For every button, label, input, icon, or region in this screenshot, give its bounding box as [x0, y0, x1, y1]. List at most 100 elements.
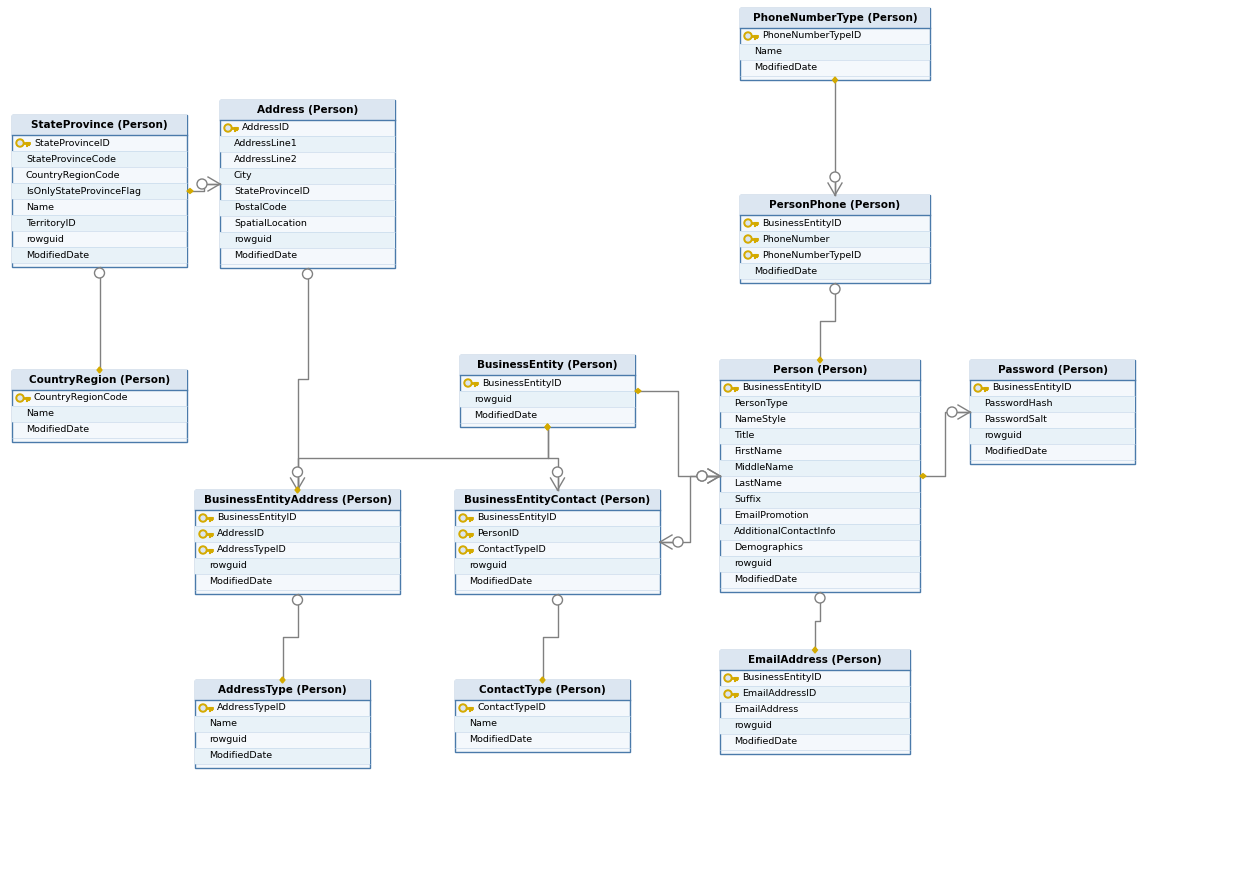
Bar	[221, 136, 395, 152]
Circle shape	[461, 706, 465, 710]
Bar	[720, 686, 909, 702]
Text: Address (Person): Address (Person)	[256, 105, 358, 115]
Bar	[12, 406, 187, 422]
Text: Demographics: Demographics	[733, 544, 803, 553]
Circle shape	[724, 690, 732, 698]
Text: CountryRegionCode: CountryRegionCode	[33, 393, 129, 402]
Bar	[455, 490, 660, 510]
Text: AddressTypeID: AddressTypeID	[217, 546, 286, 554]
Circle shape	[698, 471, 707, 481]
Bar	[195, 680, 370, 700]
Bar	[221, 100, 395, 120]
Text: ContactTypeID: ContactTypeID	[477, 546, 545, 554]
Text: PersonType: PersonType	[733, 400, 788, 408]
Text: BusinessEntityAddress (Person): BusinessEntityAddress (Person)	[203, 495, 392, 505]
Circle shape	[197, 179, 207, 189]
Bar	[970, 360, 1135, 380]
Circle shape	[201, 516, 204, 520]
Text: StateProvinceID: StateProvinceID	[33, 138, 110, 148]
Text: FirstName: FirstName	[733, 448, 782, 457]
Bar	[720, 428, 921, 444]
Circle shape	[830, 172, 840, 182]
Text: BusinessEntityID: BusinessEntityID	[992, 384, 1072, 392]
Text: ModifiedDate: ModifiedDate	[209, 752, 273, 760]
Circle shape	[94, 268, 104, 278]
Text: AddressTypeID: AddressTypeID	[217, 703, 286, 713]
Text: PhoneNumberType (Person): PhoneNumberType (Person)	[752, 13, 917, 23]
Circle shape	[698, 471, 707, 481]
Bar	[720, 524, 921, 540]
Circle shape	[19, 396, 22, 400]
Text: ModifiedDate: ModifiedDate	[984, 448, 1047, 457]
Polygon shape	[280, 677, 285, 683]
Circle shape	[466, 381, 470, 385]
Text: BusinessEntityID: BusinessEntityID	[217, 514, 296, 523]
Bar	[12, 183, 187, 199]
Text: ModifiedDate: ModifiedDate	[26, 426, 89, 435]
Text: rowguid: rowguid	[470, 561, 507, 570]
Bar	[720, 650, 909, 754]
Circle shape	[553, 595, 563, 605]
Text: ModifiedDate: ModifiedDate	[26, 251, 89, 260]
Bar	[455, 680, 629, 700]
Text: Person (Person): Person (Person)	[773, 365, 867, 375]
Text: PostalCode: PostalCode	[234, 203, 286, 212]
Polygon shape	[636, 389, 641, 393]
Bar	[221, 200, 395, 216]
Text: SpatialLocation: SpatialLocation	[234, 219, 307, 229]
Circle shape	[199, 704, 207, 712]
Text: ModifiedDate: ModifiedDate	[755, 267, 818, 275]
Text: ModifiedDate: ModifiedDate	[209, 577, 273, 586]
Bar	[720, 460, 921, 476]
Circle shape	[458, 514, 467, 522]
Circle shape	[16, 394, 24, 402]
Bar	[460, 391, 636, 407]
Bar	[740, 195, 930, 215]
Bar	[720, 650, 909, 670]
Circle shape	[19, 141, 22, 145]
Text: AdditionalContactInfo: AdditionalContactInfo	[733, 527, 836, 537]
Text: BusinessEntityID: BusinessEntityID	[762, 218, 841, 228]
Text: rowguid: rowguid	[475, 394, 512, 404]
Text: AddressLine2: AddressLine2	[234, 156, 297, 165]
Polygon shape	[545, 424, 550, 430]
Bar	[740, 8, 930, 28]
Text: ModifiedDate: ModifiedDate	[475, 410, 538, 420]
Circle shape	[199, 546, 207, 554]
Text: PasswordSalt: PasswordSalt	[984, 415, 1047, 424]
Polygon shape	[818, 357, 823, 363]
Text: EmailPromotion: EmailPromotion	[733, 511, 809, 520]
Circle shape	[292, 467, 302, 477]
Bar	[455, 680, 629, 752]
Circle shape	[225, 126, 230, 130]
Bar	[720, 556, 921, 572]
Text: City: City	[234, 172, 253, 180]
Polygon shape	[813, 647, 818, 653]
Polygon shape	[97, 367, 102, 373]
Bar	[195, 558, 400, 574]
Bar	[221, 100, 395, 268]
Circle shape	[746, 221, 750, 225]
Circle shape	[830, 284, 840, 294]
Circle shape	[673, 537, 683, 547]
Text: BusinessEntityID: BusinessEntityID	[482, 378, 561, 387]
Bar	[720, 718, 909, 734]
Polygon shape	[833, 77, 838, 83]
Circle shape	[458, 704, 467, 712]
Bar	[12, 370, 187, 442]
Bar	[195, 748, 370, 764]
Text: rowguid: rowguid	[234, 236, 271, 245]
Text: rowguid: rowguid	[733, 560, 772, 568]
Text: Suffix: Suffix	[733, 495, 761, 504]
Circle shape	[726, 386, 730, 390]
Bar	[740, 8, 930, 80]
Bar	[460, 355, 636, 375]
Circle shape	[974, 384, 983, 392]
Bar	[455, 490, 660, 594]
Text: EmailAddress: EmailAddress	[733, 706, 798, 715]
Circle shape	[976, 386, 980, 390]
Circle shape	[461, 532, 465, 536]
Bar	[12, 115, 187, 135]
Bar	[12, 247, 187, 263]
Text: AddressID: AddressID	[242, 123, 290, 133]
